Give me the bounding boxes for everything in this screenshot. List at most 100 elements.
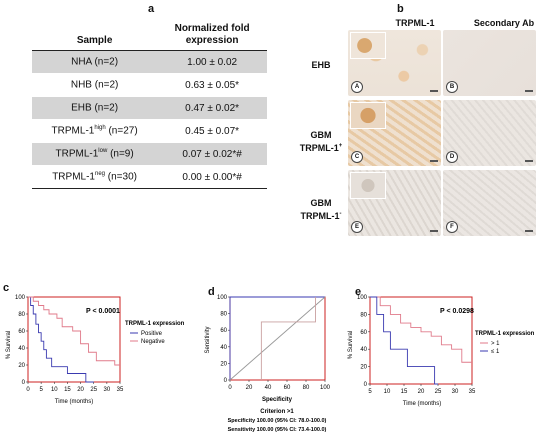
x-tick-label: 5 bbox=[39, 387, 43, 393]
legend-entry: ≤ 1 bbox=[491, 349, 500, 355]
scale-bar bbox=[525, 160, 533, 162]
x-tick-label: 100 bbox=[320, 385, 331, 391]
col-header-trpml1: TRPML-1 bbox=[395, 18, 435, 28]
xlabel-e: Time (months) bbox=[403, 401, 441, 407]
scale-bar bbox=[525, 230, 533, 232]
panel-d-label: d bbox=[208, 286, 215, 298]
x-tick-label: 15 bbox=[401, 389, 408, 395]
value-cell: 0.00 ± 0.00*# bbox=[157, 165, 267, 189]
sample-cell: EHB (n=2) bbox=[32, 96, 158, 120]
sample-cell: NHB (n=2) bbox=[32, 73, 158, 97]
y-tick-label: 0 bbox=[22, 380, 26, 386]
micrograph-c-badge: C bbox=[351, 151, 363, 163]
x-tick-label: 0 bbox=[228, 385, 232, 391]
sample-cell: TRPML-1neg (n=30) bbox=[32, 165, 158, 189]
series-line-0 bbox=[229, 296, 325, 380]
series-line-0 bbox=[370, 296, 472, 363]
xlabel-c: Time (months) bbox=[55, 399, 93, 405]
value-cell: 0.45 ± 0.07* bbox=[157, 119, 267, 143]
micrograph-e-badge: E bbox=[351, 221, 363, 233]
micrograph-f: F bbox=[443, 170, 536, 236]
xlabel-d: Specificity bbox=[262, 397, 293, 403]
y-tick-label: 0 bbox=[224, 378, 228, 384]
micrograph-d: D bbox=[443, 100, 536, 166]
y-tick-label: 60 bbox=[360, 330, 367, 336]
panel-c-label: c bbox=[3, 282, 10, 294]
y-tick-label: 60 bbox=[18, 329, 25, 335]
micrograph-b-badge: B bbox=[446, 81, 458, 93]
expression-table: Sample Normalized fold expression NHA (n=… bbox=[32, 20, 267, 189]
y-tick-label: 100 bbox=[217, 295, 228, 301]
ylabel-e: % Survival bbox=[348, 331, 354, 359]
y-tick-label: 40 bbox=[18, 346, 25, 352]
scale-bar bbox=[525, 90, 533, 92]
x-tick-label: 5 bbox=[368, 389, 372, 395]
x-tick-label: 20 bbox=[418, 389, 425, 395]
x-tick-label: 10 bbox=[384, 389, 391, 395]
criterion-text: Criterion >1 bbox=[260, 409, 294, 415]
x-tick-label: 80 bbox=[303, 385, 310, 391]
x-tick-label: 15 bbox=[64, 387, 71, 393]
table-row: TRPML-1low (n=9) 0.07 ± 0.02*# bbox=[32, 142, 267, 166]
legend-title-e: TRPML-1 expression bbox=[475, 331, 535, 337]
legend-entry: Positive bbox=[141, 331, 163, 337]
panel-e-label: e bbox=[355, 286, 362, 298]
value-cell: 0.47 ± 0.02* bbox=[157, 96, 267, 120]
series-line-1 bbox=[370, 296, 438, 385]
panel-b-label: b bbox=[397, 3, 404, 15]
y-tick-label: 100 bbox=[357, 295, 368, 301]
scale-bar bbox=[430, 160, 438, 162]
row-label-gbm-negative: GBM TRPML-1- bbox=[300, 198, 342, 221]
micrograph-c: C bbox=[348, 100, 441, 166]
specificity-text: Specificity 100.00 (95% CI: 78.0-100.0) bbox=[228, 418, 327, 424]
legend-entry: > 1 bbox=[491, 341, 500, 347]
ylabel-d: Sensitivity bbox=[205, 326, 211, 353]
row-label-ehb: EHB bbox=[311, 60, 331, 70]
survival-chart-c: 0 5 10 15 20 25 30 35 0 20 40 60 80 100 P < 0.0001 % … bbox=[6, 295, 185, 405]
survival-chart-e: 5 10 15 20 25 30 35 0 20 40 60 80 100 P < 0.0298 % S… bbox=[348, 295, 535, 407]
sample-cell: TRPML-1low (n=9) bbox=[32, 142, 158, 166]
micrograph-a-inset bbox=[350, 32, 386, 59]
sensitivity-text: Sensitivity 100.00 (95% CI: 73.4-100.0) bbox=[228, 427, 327, 433]
x-tick-label: 20 bbox=[77, 387, 84, 393]
table-row: TRPML-1high (n=27) 0.45 ± 0.07* bbox=[32, 119, 267, 143]
pvalue-e: P < 0.0298 bbox=[440, 308, 474, 315]
y-tick-label: 80 bbox=[18, 312, 25, 318]
col-header-secondary-ab: Secondary Ab bbox=[473, 18, 535, 28]
table-row: NHB (n=2) 0.63 ± 0.05* bbox=[32, 73, 267, 97]
x-tick-label: 40 bbox=[265, 385, 272, 391]
y-tick-label: 20 bbox=[360, 365, 367, 371]
y-tick-label: 40 bbox=[220, 345, 227, 351]
table-row: TRPML-1neg (n=30) 0.00 ± 0.00*# bbox=[32, 165, 267, 189]
x-tick-label: 30 bbox=[452, 389, 459, 395]
value-cell: 1.00 ± 0.02 bbox=[157, 50, 267, 74]
sample-cell: NHA (n=2) bbox=[32, 50, 158, 74]
y-tick-label: 0 bbox=[364, 382, 368, 388]
scale-bar bbox=[430, 90, 438, 92]
x-tick-label: 35 bbox=[469, 389, 476, 395]
table-row: NHA (n=2) 1.00 ± 0.02 bbox=[32, 50, 267, 74]
micrograph-b: B bbox=[443, 30, 536, 96]
x-tick-label: 20 bbox=[246, 385, 253, 391]
y-tick-label: 40 bbox=[360, 347, 367, 353]
legend-entry: Negative bbox=[141, 339, 165, 345]
y-tick-label: 80 bbox=[220, 312, 227, 318]
sample-cell: TRPML-1high (n=27) bbox=[32, 119, 158, 143]
y-tick-label: 20 bbox=[18, 363, 25, 369]
micrograph-a: A bbox=[348, 30, 441, 96]
ylabel-c: % Survival bbox=[6, 331, 12, 359]
series-line-1 bbox=[28, 296, 120, 366]
roc-chart-d: 0 20 40 60 80 100 0 20 40 60 80 100 Sensitivity Spe… bbox=[205, 295, 331, 433]
x-tick-label: 60 bbox=[284, 385, 291, 391]
y-tick-label: 20 bbox=[220, 361, 227, 367]
value-cell: 0.63 ± 0.05* bbox=[157, 73, 267, 97]
micrograph-e: E bbox=[348, 170, 441, 236]
y-tick-label: 80 bbox=[360, 312, 367, 318]
scale-bar bbox=[430, 230, 438, 232]
header-sample: Sample bbox=[32, 20, 158, 51]
micrograph-d-badge: D bbox=[446, 151, 458, 163]
header-fold-expression: Normalized fold expression bbox=[157, 20, 267, 51]
x-tick-label: 10 bbox=[51, 387, 58, 393]
pvalue-c: P < 0.0001 bbox=[86, 308, 120, 315]
series-line-1 bbox=[229, 296, 326, 381]
